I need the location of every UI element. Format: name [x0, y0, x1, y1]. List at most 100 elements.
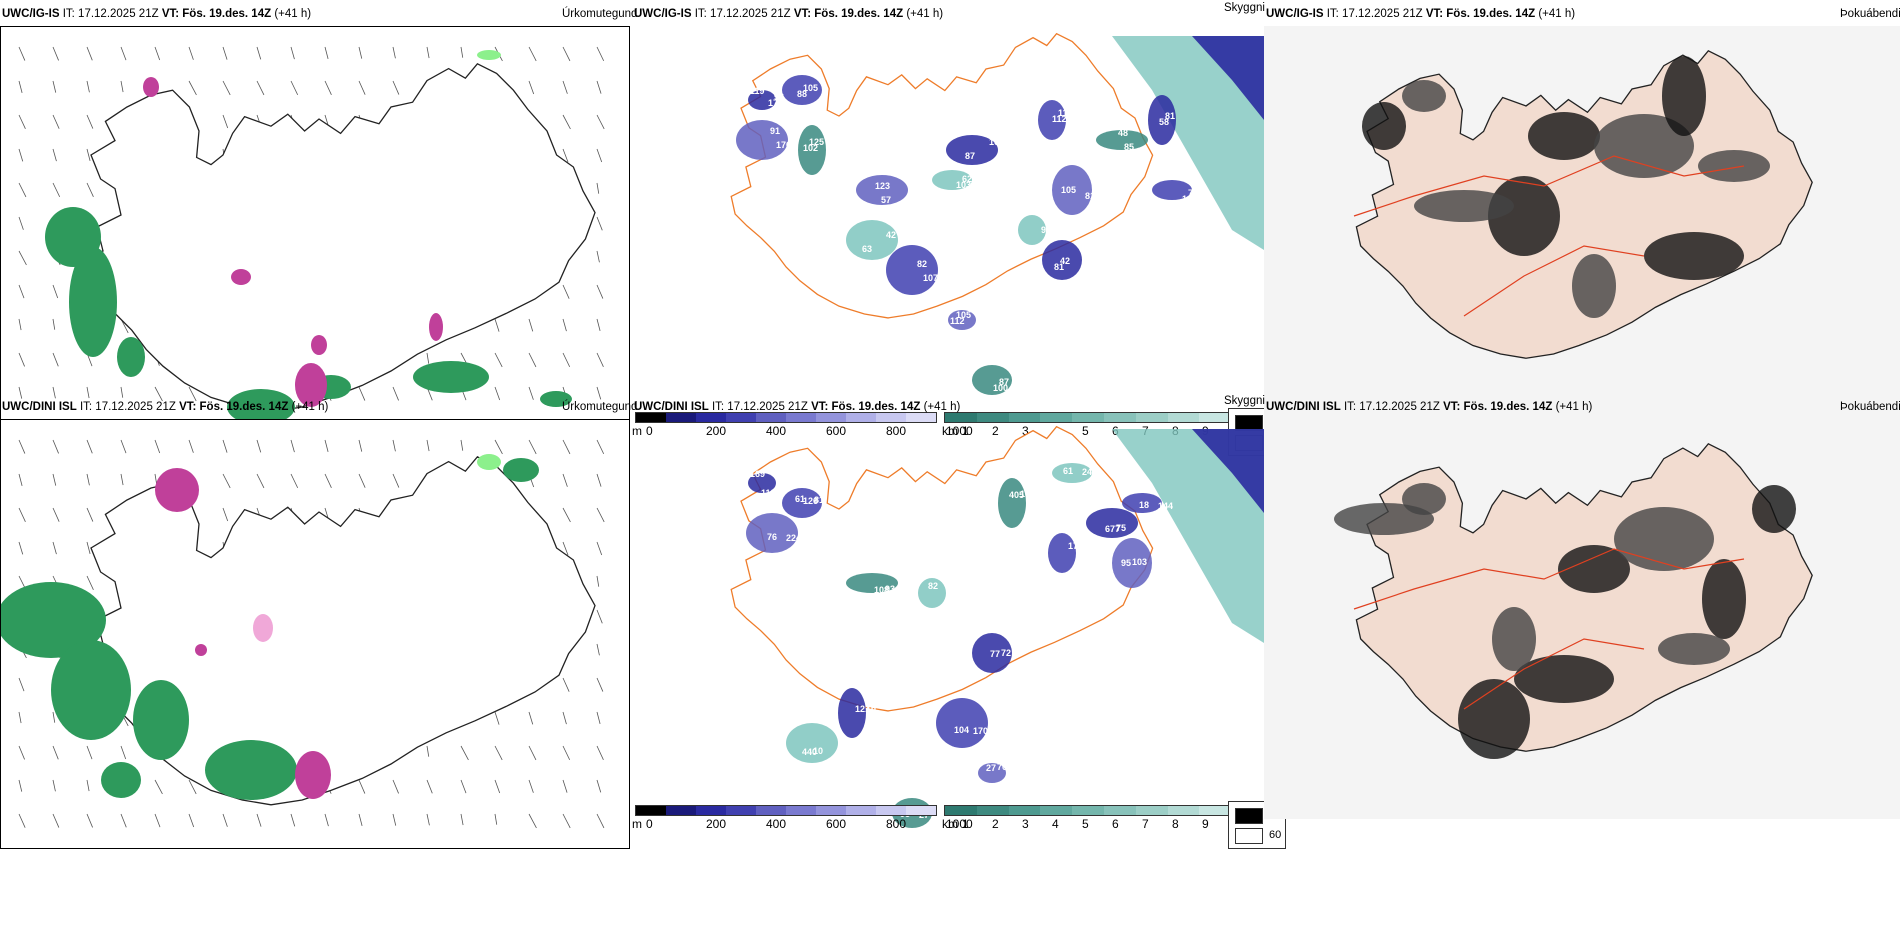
colorbar-cell: [1008, 413, 1041, 422]
visibility-km-colorbar: [944, 805, 1264, 816]
cloud-base-label: 107: [923, 273, 938, 283]
colorbar-cell: [786, 806, 816, 815]
cloud-base-m-colorbar: [635, 805, 937, 816]
fog-area: [1414, 190, 1514, 222]
colorbar-cell: [876, 413, 906, 422]
fog-area: [1594, 114, 1694, 178]
cloud-area: [1018, 215, 1046, 245]
panel-title: UWC/DINI ISL IT: 17.12.2025 21Z VT: Fös.…: [1266, 401, 1593, 413]
tick-label: 4: [1052, 817, 1059, 831]
cloud-base-label: 119: [750, 86, 765, 96]
fog-title: Þokuábendi: [1840, 8, 1900, 20]
rain-area: [69, 247, 117, 357]
tick-label: 5: [1082, 424, 1089, 438]
cloud-base-label: 42: [886, 230, 896, 240]
tick-label: 3: [1022, 817, 1029, 831]
unit-label: m: [632, 817, 642, 831]
cloud-base-label: 103: [1132, 557, 1147, 567]
fog-map[interactable]: [1264, 26, 1900, 426]
cloud-base-label: 118: [761, 488, 776, 498]
cloud-area: [932, 170, 972, 190]
cloud-area: [798, 125, 826, 175]
tick-label: 3: [1022, 424, 1029, 438]
precip-map[interactable]: SúldRigningSlyddaSnjókomaFrostúðiFrostre…: [0, 26, 630, 456]
cloud-title: Skyggni: [1224, 395, 1265, 407]
cloud-base-label: 72: [1001, 648, 1011, 658]
cloud-base-label: 405: [1009, 490, 1024, 500]
tick-label: 0: [646, 424, 653, 438]
tick-label: 6: [1112, 817, 1119, 831]
fog-map[interactable]: [1264, 419, 1900, 819]
precip-map[interactable]: SúldRigningSlyddaSnjókomaFrostúðiFrostre…: [0, 419, 630, 849]
colorbar-cell: [816, 413, 846, 422]
cloud-area: [1148, 95, 1176, 145]
rain-area: [503, 458, 539, 482]
fog-area: [1644, 232, 1744, 280]
snow-area: [195, 644, 207, 656]
snow-area: [155, 468, 199, 512]
colorbar-cell: [1199, 413, 1232, 422]
cloud-base-label: 62: [962, 174, 972, 184]
fog-area: [1752, 485, 1796, 533]
cloud-area: [1052, 165, 1092, 215]
colorbar-cell: [756, 413, 786, 422]
tick-label: 9: [1202, 817, 1209, 831]
cloud-base-label: 126: [803, 496, 818, 506]
panel-title: UWC/IG-IS IT: 17.12.2025 21Z VT: Fös. 19…: [1266, 8, 1576, 20]
cloud-base-label: 440: [802, 747, 817, 757]
cloud-base-label: 95: [1121, 558, 1131, 568]
colorbar-cell: [666, 806, 696, 815]
cloud-base-label: 105: [947, 582, 962, 592]
cloud-base-label: 93: [885, 584, 895, 594]
colorbar-cell: [726, 806, 756, 815]
tick-label: 7: [1142, 817, 1149, 831]
fog-area: [1702, 559, 1746, 639]
cloud-area: [972, 633, 1012, 673]
road-network: [1353, 548, 1745, 710]
precip-type-panel: UWC/DINI ISL IT: 17.12.2025 21Z VT: Fös.…: [0, 393, 637, 853]
colorbar-cell: [846, 806, 876, 815]
cloud-base-label: 75: [1116, 523, 1126, 533]
fog-legend-low: 60: [1269, 829, 1282, 841]
precip-type-title: Úrkomutegund: [562, 401, 638, 413]
cloud-area: [1112, 538, 1152, 588]
unit-label: m: [632, 424, 642, 438]
cloud-base-label: 113: [1058, 108, 1073, 118]
cloud-base-label: 105: [803, 83, 818, 93]
cloud-base-label: 76: [767, 532, 777, 542]
cloud-base-label: 176: [1068, 541, 1083, 551]
tick-label: 600: [826, 424, 847, 438]
fog-area: [1528, 112, 1600, 160]
cloud-base-label: 85: [1124, 142, 1134, 152]
cloud-base-label: 105: [956, 310, 971, 320]
tick-label: 200: [706, 424, 727, 438]
tick-label: 2: [992, 817, 999, 831]
drizzle-area: [477, 454, 501, 470]
cloud-base-panel: UWC/DINI ISL IT: 17.12.2025 21Z VT: Fös.…: [632, 393, 1265, 853]
cloud-base-label: 48: [1118, 128, 1128, 138]
panel-title: UWC/DINI ISL IT: 17.12.2025 21Z VT: Fös.…: [2, 401, 329, 413]
cloud-base-label: 87: [999, 377, 1009, 387]
colorbar-cell: [906, 806, 936, 815]
precip-type-panel: UWC/IG-IS IT: 17.12.2025 21Z VT: Fös. 19…: [0, 0, 637, 460]
iceland-outline: [1355, 50, 1813, 359]
cloud-area: [782, 75, 822, 105]
fog-area: [1572, 254, 1616, 318]
cloud-base-label: 58: [1159, 117, 1169, 127]
tick-label: 0: [646, 817, 653, 831]
cloud-base-label: 103: [956, 180, 971, 190]
fog-index-panel: UWC/IG-IS IT: 17.12.2025 21Z VT: Fös. 19…: [1228, 0, 1900, 460]
cloud-base-label: 91: [770, 126, 780, 136]
cloud-area: [1048, 533, 1076, 573]
cloud-area: [748, 473, 776, 493]
cloud-base-label: 10: [1020, 489, 1030, 499]
snow-area: [311, 335, 327, 355]
tick-label: 600: [826, 817, 847, 831]
fog-area: [1658, 633, 1730, 665]
cloud-base-label: 102: [989, 137, 1004, 147]
tick-label: 200: [706, 817, 727, 831]
fog-area: [1402, 80, 1446, 112]
tick-label: 1000: [946, 424, 973, 438]
